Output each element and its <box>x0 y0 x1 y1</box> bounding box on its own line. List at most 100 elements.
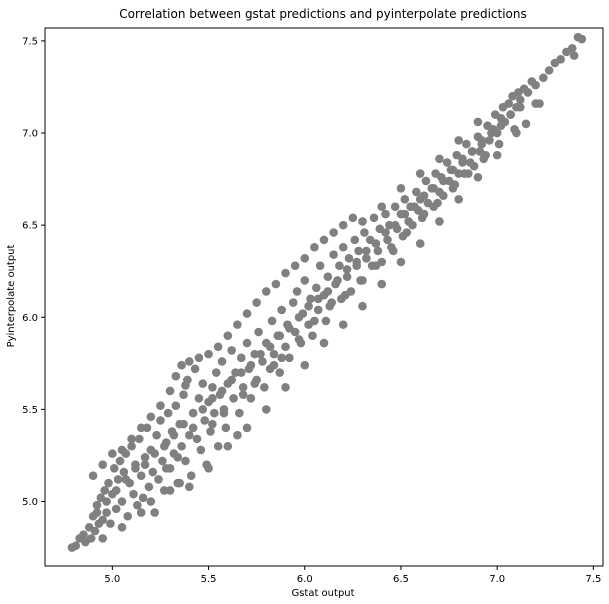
data-point-64 <box>198 379 208 388</box>
data-point-331 <box>458 158 467 167</box>
data-point-231 <box>310 242 319 252</box>
data-point-90 <box>258 357 267 366</box>
data-point-134 <box>369 213 379 223</box>
data-point-76 <box>221 423 231 433</box>
data-point-324 <box>390 220 400 230</box>
data-point-235 <box>348 213 358 223</box>
data-point-280 <box>325 301 335 311</box>
data-point-28 <box>129 489 138 499</box>
data-point-308 <box>236 368 246 377</box>
data-point-273 <box>219 408 229 418</box>
data-point-302 <box>179 419 188 429</box>
data-point-118 <box>329 250 338 259</box>
data-point-337 <box>515 102 525 112</box>
data-point-84 <box>242 338 252 348</box>
data-point-70 <box>210 408 219 418</box>
data-point-102 <box>288 298 298 307</box>
x-tick-label: 5.5 <box>201 574 217 585</box>
data-point-233 <box>329 228 338 237</box>
data-point-296 <box>121 475 131 484</box>
data-point-68 <box>206 427 215 436</box>
data-point-30 <box>133 500 142 510</box>
data-point-228 <box>281 268 290 278</box>
data-point-16 <box>106 519 115 528</box>
data-point-304 <box>198 405 208 414</box>
data-point-276 <box>269 360 279 370</box>
data-point-210 <box>127 434 136 444</box>
data-point-208 <box>108 449 117 458</box>
data-point-8 <box>90 526 100 536</box>
data-point-265 <box>473 172 483 182</box>
data-point-234 <box>338 220 348 230</box>
data-point-225 <box>252 298 261 307</box>
data-point-212 <box>146 412 156 422</box>
data-point-6 <box>86 534 96 543</box>
data-point-328 <box>429 183 438 193</box>
data-point-113 <box>315 261 325 270</box>
data-point-15 <box>104 478 113 488</box>
data-point-14 <box>102 508 111 517</box>
data-point-297 <box>131 464 140 473</box>
data-point-142 <box>390 202 400 212</box>
data-point-272 <box>208 419 217 429</box>
data-point-268 <box>521 119 531 129</box>
y-tick-label: 7.0 <box>22 129 38 140</box>
data-point-46 <box>163 408 173 418</box>
data-point-200 <box>556 55 565 64</box>
data-point-277 <box>277 353 286 363</box>
data-point-242 <box>473 117 483 127</box>
data-point-251 <box>223 441 233 451</box>
data-point-138 <box>381 209 390 219</box>
data-point-230 <box>300 254 310 263</box>
y-tick-label: 6.5 <box>22 221 38 232</box>
data-point-50 <box>171 401 181 411</box>
data-point-179 <box>485 136 494 145</box>
data-point-101 <box>285 353 294 363</box>
data-point-193 <box>523 88 533 97</box>
data-point-261 <box>396 257 406 267</box>
data-point-284 <box>387 242 396 252</box>
data-point-311 <box>265 342 275 352</box>
data-point-150 <box>412 187 421 197</box>
data-point-204 <box>577 34 587 44</box>
plot-area-frame <box>44 27 604 567</box>
data-point-287 <box>433 198 442 208</box>
data-point-250 <box>204 464 213 473</box>
data-point-91 <box>260 382 269 392</box>
data-point-258 <box>338 320 348 329</box>
data-point-274 <box>238 390 248 399</box>
data-point-131 <box>362 254 371 263</box>
data-point-335 <box>496 121 506 130</box>
data-point-290 <box>479 154 489 164</box>
data-point-95 <box>269 349 279 359</box>
data-point-220 <box>204 349 213 359</box>
data-point-62 <box>194 394 204 403</box>
data-point-278 <box>294 335 304 344</box>
data-point-213 <box>156 401 165 411</box>
data-point-107 <box>300 276 310 285</box>
data-point-334 <box>487 128 496 138</box>
data-point-264 <box>454 195 463 204</box>
data-point-59 <box>188 408 198 418</box>
data-point-72 <box>213 441 223 451</box>
data-point-270 <box>161 464 171 473</box>
data-point-249 <box>185 482 194 492</box>
data-point-332 <box>467 147 477 156</box>
data-point-245 <box>136 508 146 517</box>
data-point-170 <box>462 139 471 149</box>
data-point-123 <box>342 272 352 282</box>
data-point-248 <box>175 478 184 488</box>
data-point-99 <box>281 342 290 352</box>
x-tick-label: 6.0 <box>297 574 313 585</box>
data-point-319 <box>342 265 352 274</box>
data-point-336 <box>506 110 515 119</box>
data-point-109 <box>306 294 315 304</box>
data-point-202 <box>567 43 577 53</box>
x-tick-label: 7.0 <box>489 574 505 585</box>
data-point-286 <box>417 213 427 223</box>
data-point-206 <box>88 471 98 481</box>
data-point-120 <box>335 261 344 270</box>
x-axis-ticks: 5.0 5.5 6.0 6.5 7.0 7.5 <box>104 566 601 585</box>
x-axis-label: Gstat output <box>291 588 354 599</box>
data-point-195 <box>531 80 540 90</box>
